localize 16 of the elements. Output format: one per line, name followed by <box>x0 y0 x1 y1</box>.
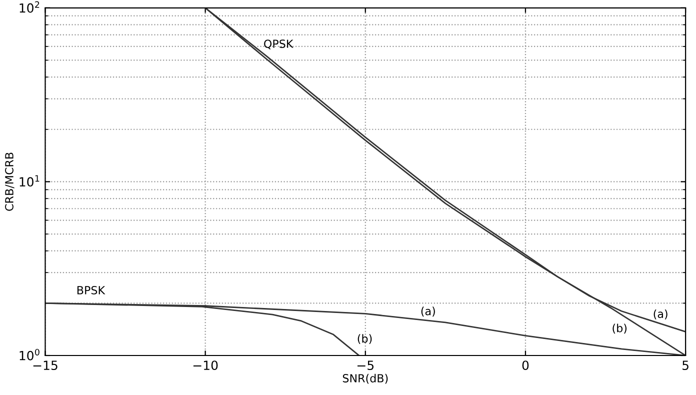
annotation: (b) <box>358 334 372 344</box>
x-tick-label: −5 <box>358 360 374 370</box>
y-tick-label: 10$^{0}$ <box>20 348 40 360</box>
x-tick-label: 0 <box>522 360 529 370</box>
y-tick-label: 10$^{2}$ <box>20 1 40 13</box>
x-tick-label: −15 <box>33 360 58 370</box>
annotation: BPSK <box>77 286 106 294</box>
x-tick-label: 5 <box>682 360 688 370</box>
x-tick-label: −10 <box>193 360 218 370</box>
annotation: (a) <box>654 309 668 320</box>
x-axis-title: SNR(dB) <box>342 374 388 384</box>
y-tick-label: 10$^{1}$ <box>20 175 40 187</box>
annotation: QPSK <box>264 40 294 50</box>
annotation: (b) <box>612 324 627 334</box>
y-axis-title: CRB/MCRB <box>5 152 14 211</box>
annotation: (a) <box>421 306 435 317</box>
